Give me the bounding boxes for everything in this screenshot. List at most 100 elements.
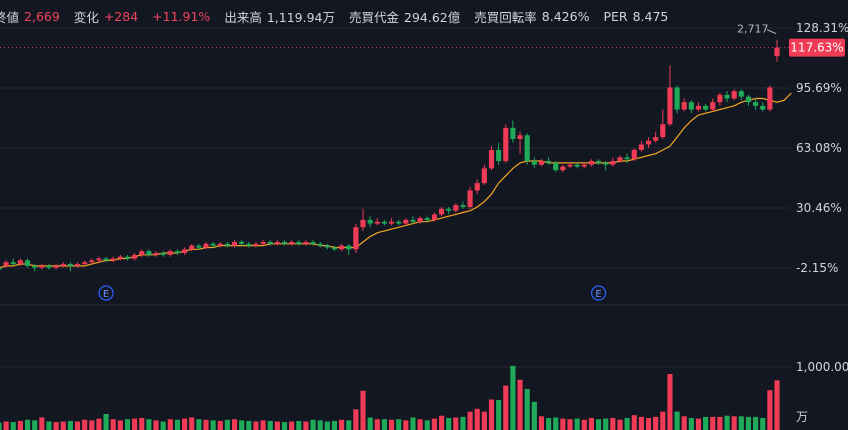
candle[interactable] bbox=[89, 258, 95, 265]
candle[interactable] bbox=[96, 256, 102, 263]
candle[interactable] bbox=[588, 159, 594, 167]
volume-bar[interactable] bbox=[496, 400, 502, 430]
volume-bar[interactable] bbox=[574, 418, 580, 430]
candle[interactable] bbox=[32, 264, 38, 272]
candle[interactable] bbox=[324, 243, 330, 250]
volume-bar[interactable] bbox=[745, 416, 752, 430]
candle[interactable] bbox=[167, 249, 173, 257]
candle[interactable] bbox=[46, 264, 52, 270]
candle[interactable] bbox=[381, 219, 388, 226]
volume-bar[interactable] bbox=[453, 417, 459, 430]
candle[interactable] bbox=[638, 140, 644, 152]
candle[interactable] bbox=[388, 218, 395, 226]
volume-bar[interactable] bbox=[738, 416, 744, 430]
candle[interactable] bbox=[189, 243, 195, 252]
volume-bar[interactable] bbox=[396, 419, 402, 430]
candle[interactable] bbox=[453, 203, 459, 213]
candle[interactable] bbox=[546, 157, 552, 165]
candle[interactable] bbox=[346, 243, 352, 255]
volume-bar[interactable] bbox=[203, 419, 209, 430]
candle[interactable] bbox=[103, 256, 109, 263]
volume-bar[interactable] bbox=[46, 421, 52, 430]
candle[interactable] bbox=[745, 94, 752, 106]
candle[interactable] bbox=[688, 100, 694, 114]
candle[interactable] bbox=[460, 201, 466, 209]
candle[interactable] bbox=[603, 161, 609, 171]
volume-bar[interactable] bbox=[417, 419, 423, 430]
candle[interactable] bbox=[446, 207, 452, 215]
volume-bar[interactable] bbox=[296, 420, 302, 430]
volume-bar[interactable] bbox=[67, 420, 73, 430]
volume-bar[interactable] bbox=[431, 418, 437, 430]
volume-bar[interactable] bbox=[210, 420, 216, 430]
candle[interactable] bbox=[560, 164, 566, 173]
candle[interactable] bbox=[574, 162, 580, 169]
volume-bar[interactable] bbox=[253, 421, 259, 430]
volume-bar[interactable] bbox=[567, 419, 573, 430]
candle[interactable] bbox=[239, 240, 245, 246]
volume-bar[interactable] bbox=[310, 419, 316, 430]
candle[interactable] bbox=[253, 241, 259, 248]
candle[interactable] bbox=[660, 109, 666, 139]
volume-bar[interactable] bbox=[403, 420, 409, 430]
volume-bar[interactable] bbox=[324, 421, 330, 430]
candle[interactable] bbox=[74, 262, 81, 268]
volume-bar[interactable] bbox=[638, 416, 644, 430]
candle[interactable] bbox=[467, 186, 473, 209]
volume-bar[interactable] bbox=[17, 420, 23, 430]
volume-bar[interactable] bbox=[424, 420, 430, 430]
volume-bar[interactable] bbox=[710, 416, 716, 430]
volume-bar[interactable] bbox=[617, 419, 623, 430]
candle[interactable] bbox=[296, 240, 302, 246]
volume-bar[interactable] bbox=[132, 418, 138, 430]
candle[interactable] bbox=[224, 241, 230, 248]
candle[interactable] bbox=[139, 249, 145, 257]
volume-bar[interactable] bbox=[160, 421, 166, 430]
volume-bar[interactable] bbox=[60, 421, 66, 430]
volume-bar[interactable] bbox=[631, 415, 637, 430]
candle[interactable] bbox=[217, 241, 223, 248]
volume-bar[interactable] bbox=[189, 417, 195, 430]
candle[interactable] bbox=[424, 216, 430, 222]
candle[interactable] bbox=[267, 240, 273, 246]
candle[interactable] bbox=[774, 39, 780, 62]
candle[interactable] bbox=[753, 98, 759, 110]
earnings-marker[interactable]: E bbox=[98, 285, 114, 301]
candle[interactable] bbox=[731, 89, 737, 101]
candle[interactable] bbox=[146, 249, 152, 257]
volume-bar[interactable] bbox=[289, 421, 295, 430]
volume-bar[interactable] bbox=[124, 419, 131, 430]
candle[interactable] bbox=[117, 254, 123, 261]
candle[interactable] bbox=[246, 241, 252, 248]
volume-bar[interactable] bbox=[96, 418, 102, 430]
candle[interactable] bbox=[403, 218, 409, 226]
volume-bar[interactable] bbox=[388, 419, 395, 430]
volume-bar[interactable] bbox=[331, 420, 338, 430]
candle[interactable] bbox=[289, 240, 295, 246]
volume-bar[interactable] bbox=[246, 420, 252, 430]
volume-bar[interactable] bbox=[438, 415, 445, 430]
volume-bar[interactable] bbox=[339, 419, 345, 430]
candle[interactable] bbox=[210, 241, 216, 248]
candle[interactable] bbox=[410, 216, 416, 224]
volume-bar[interactable] bbox=[538, 416, 545, 430]
volume-bar[interactable] bbox=[645, 418, 652, 430]
volume-bar[interactable] bbox=[89, 420, 95, 430]
candle[interactable] bbox=[203, 241, 209, 250]
candle[interactable] bbox=[717, 92, 723, 106]
volume-bar[interactable] bbox=[724, 415, 730, 430]
candle[interactable] bbox=[667, 65, 673, 127]
candle[interactable] bbox=[174, 249, 181, 255]
candle[interactable] bbox=[303, 240, 309, 246]
candle[interactable] bbox=[553, 161, 559, 173]
candle[interactable] bbox=[695, 102, 702, 112]
volume-bar[interactable] bbox=[231, 419, 238, 430]
candle[interactable] bbox=[0, 262, 2, 271]
volume-bar[interactable] bbox=[274, 421, 280, 430]
volume-bar[interactable] bbox=[446, 418, 452, 430]
volume-bar[interactable] bbox=[217, 420, 223, 430]
candle[interactable] bbox=[182, 247, 188, 255]
volume-bar[interactable] bbox=[681, 416, 687, 430]
volume-bar[interactable] bbox=[667, 373, 673, 430]
